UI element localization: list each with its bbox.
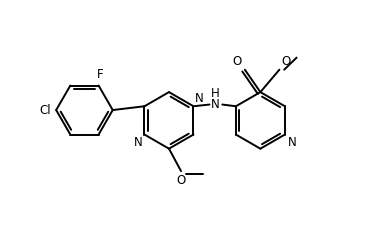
Text: N: N bbox=[211, 98, 220, 111]
Text: Cl: Cl bbox=[39, 104, 51, 116]
Text: N: N bbox=[195, 91, 204, 104]
Text: O: O bbox=[176, 174, 186, 187]
Text: F: F bbox=[97, 68, 104, 81]
Text: N: N bbox=[134, 136, 143, 149]
Text: H: H bbox=[211, 87, 220, 100]
Text: O: O bbox=[233, 55, 242, 68]
Text: N: N bbox=[288, 136, 297, 149]
Text: O: O bbox=[281, 55, 290, 68]
